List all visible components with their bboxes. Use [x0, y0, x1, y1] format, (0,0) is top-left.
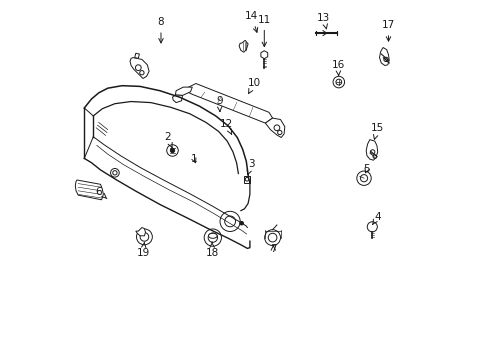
Circle shape — [264, 230, 280, 246]
Circle shape — [372, 155, 376, 158]
Circle shape — [208, 233, 217, 242]
Circle shape — [170, 148, 174, 153]
Text: 1: 1 — [190, 154, 197, 164]
Polygon shape — [239, 40, 247, 52]
Circle shape — [277, 130, 282, 135]
Polygon shape — [75, 180, 103, 200]
Text: 7: 7 — [269, 244, 276, 254]
Circle shape — [268, 233, 276, 242]
Circle shape — [136, 229, 152, 245]
Text: 19: 19 — [136, 242, 149, 258]
Text: 18: 18 — [205, 242, 218, 258]
Ellipse shape — [208, 233, 217, 238]
Circle shape — [239, 221, 243, 225]
Circle shape — [166, 145, 178, 156]
Text: 11: 11 — [257, 15, 270, 46]
Circle shape — [140, 71, 144, 75]
Polygon shape — [136, 228, 145, 236]
Circle shape — [273, 125, 279, 131]
Text: 12: 12 — [220, 119, 233, 135]
Polygon shape — [366, 140, 377, 160]
Polygon shape — [175, 87, 192, 95]
Text: 6: 6 — [95, 186, 107, 199]
Circle shape — [332, 76, 344, 88]
Text: 8: 8 — [157, 17, 164, 43]
Polygon shape — [185, 84, 272, 123]
Text: 4: 4 — [372, 212, 380, 225]
Circle shape — [335, 79, 341, 85]
Text: 15: 15 — [370, 123, 384, 139]
Polygon shape — [134, 53, 139, 58]
Text: 13: 13 — [316, 13, 330, 29]
Circle shape — [356, 171, 370, 185]
Circle shape — [366, 222, 377, 232]
Text: 14: 14 — [244, 11, 258, 32]
Text: 2: 2 — [163, 132, 172, 148]
Circle shape — [370, 150, 374, 154]
Text: 5: 5 — [363, 164, 369, 174]
Circle shape — [383, 57, 387, 62]
Polygon shape — [172, 95, 182, 103]
Circle shape — [204, 229, 221, 246]
Circle shape — [140, 233, 148, 241]
Text: 16: 16 — [331, 60, 344, 76]
FancyBboxPatch shape — [244, 176, 250, 183]
Circle shape — [224, 216, 235, 227]
Text: 10: 10 — [247, 78, 261, 94]
Polygon shape — [130, 58, 149, 78]
Circle shape — [110, 168, 119, 177]
Circle shape — [220, 211, 240, 231]
Polygon shape — [379, 48, 388, 66]
Polygon shape — [260, 51, 267, 59]
Circle shape — [360, 175, 367, 182]
Circle shape — [244, 177, 248, 181]
Circle shape — [135, 65, 141, 71]
Polygon shape — [265, 118, 284, 138]
Text: 9: 9 — [216, 96, 222, 112]
Circle shape — [113, 171, 117, 175]
Text: 17: 17 — [381, 20, 394, 41]
Text: 3: 3 — [246, 159, 254, 175]
